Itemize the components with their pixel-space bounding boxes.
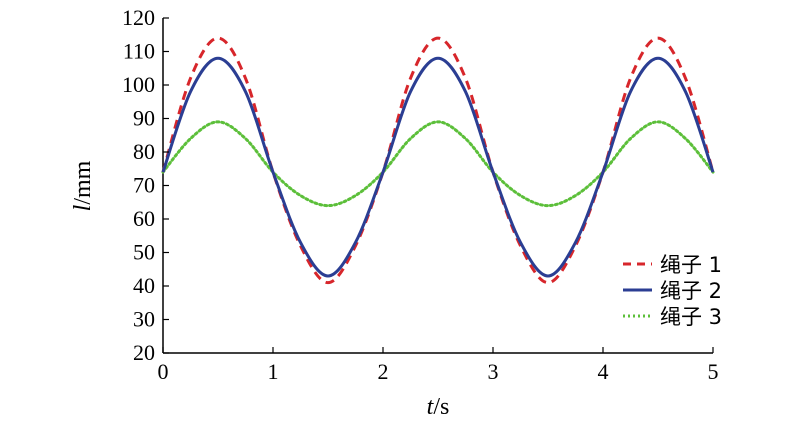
y-tick-label: 50 bbox=[133, 240, 155, 265]
x-tick-label: 1 bbox=[268, 359, 279, 384]
x-tick-label: 5 bbox=[708, 359, 719, 384]
x-tick-label: 4 bbox=[598, 359, 609, 384]
y-tick-label: 20 bbox=[133, 340, 155, 365]
y-tick-label: 80 bbox=[133, 139, 155, 164]
y-tick-label: 120 bbox=[122, 5, 155, 30]
y-tick-label: 70 bbox=[133, 173, 155, 198]
series-line-rope-1 bbox=[161, 36, 715, 285]
legend-label-rope-3: 绳子 3 bbox=[660, 305, 722, 329]
y-tick-label: 110 bbox=[123, 39, 155, 64]
legend-label-rope-2: 绳子 2 bbox=[660, 279, 722, 303]
legend: 绳子 1 绳子 2 绳子 3 bbox=[623, 253, 722, 329]
x-tick-label: 0 bbox=[158, 359, 169, 384]
y-tick-label: 100 bbox=[122, 72, 155, 97]
y-axis-label: l/mm bbox=[70, 160, 96, 211]
y-tick-label: 40 bbox=[133, 273, 155, 298]
series-line-rope-2 bbox=[161, 56, 715, 278]
x-tick-label: 2 bbox=[378, 359, 389, 384]
series-line-rope-3 bbox=[161, 120, 715, 208]
legend-label-rope-1: 绳子 1 bbox=[660, 253, 722, 277]
x-tick-label: 3 bbox=[488, 359, 499, 384]
y-tick-label: 90 bbox=[133, 106, 155, 131]
y-tick-label: 30 bbox=[133, 307, 155, 332]
y-tick-label: 60 bbox=[133, 206, 155, 231]
x-axis-label: t/s bbox=[427, 394, 450, 420]
